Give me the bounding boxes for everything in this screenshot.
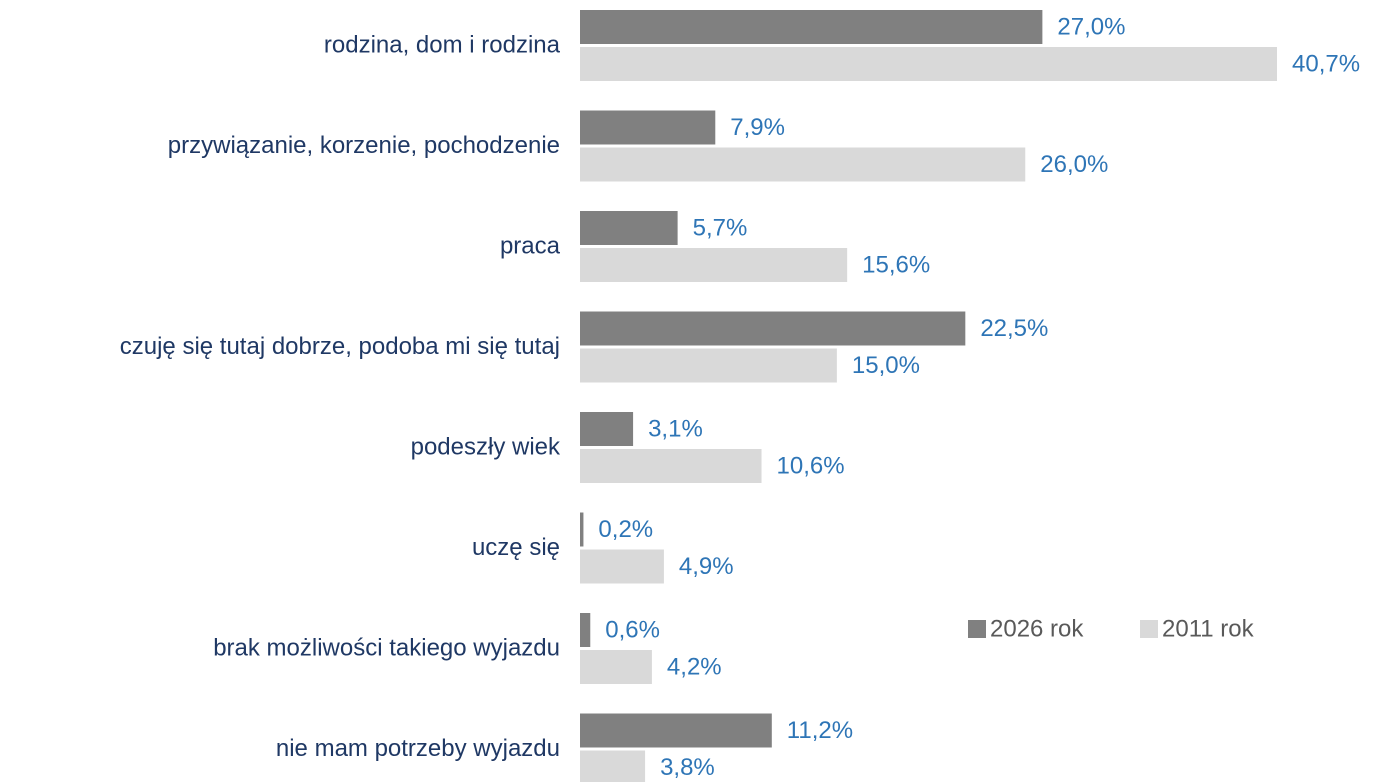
- bar: [580, 512, 584, 547]
- value-label: 0,2%: [598, 516, 653, 543]
- category-label: praca: [500, 232, 561, 259]
- value-label: 3,8%: [660, 754, 715, 781]
- legend-swatch: [1140, 620, 1158, 638]
- value-label: 7,9%: [730, 114, 785, 141]
- bar: [580, 47, 1277, 81]
- bar: [580, 348, 837, 383]
- value-label: 40,7%: [1292, 50, 1360, 77]
- bar: [580, 449, 762, 483]
- value-label: 4,2%: [667, 653, 722, 680]
- value-label: 15,0%: [852, 352, 920, 379]
- value-label: 0,6%: [605, 616, 660, 643]
- bar: [580, 211, 678, 245]
- value-label: 10,6%: [777, 452, 845, 479]
- value-label: 5,7%: [693, 214, 748, 241]
- category-label: nie mam potrzeby wyjazdu: [276, 735, 560, 762]
- bar: [580, 549, 664, 584]
- value-label: 11,2%: [787, 717, 853, 744]
- bar: [580, 311, 966, 346]
- bar: [580, 110, 716, 145]
- bar: [580, 713, 772, 748]
- bar: [580, 412, 634, 446]
- category-label: uczę się: [472, 534, 560, 561]
- bar: [580, 750, 646, 782]
- category-label: rodzina, dom i rodzina: [324, 31, 561, 58]
- bar: [580, 650, 652, 684]
- value-label: 26,0%: [1040, 151, 1108, 178]
- category-label: przywiązanie, korzenie, pochodzenie: [168, 132, 560, 159]
- value-label: 27,0%: [1057, 13, 1125, 40]
- bar: [580, 10, 1043, 44]
- legend-swatch: [968, 620, 986, 638]
- category-label: podeszły wiek: [411, 433, 561, 460]
- category-label: czuję się tutaj dobrze, podoba mi się tu…: [120, 333, 560, 360]
- category-label: brak możliwości takiego wyjazdu: [213, 634, 560, 661]
- bar: [580, 248, 848, 282]
- value-label: 4,9%: [679, 553, 734, 580]
- value-label: 3,1%: [648, 415, 703, 442]
- value-label: 15,6%: [862, 251, 930, 278]
- legend-label: 2026 rok: [990, 615, 1084, 642]
- legend-label: 2011 rok: [1162, 615, 1255, 642]
- bar: [580, 147, 1026, 182]
- bar: [580, 613, 591, 647]
- value-label: 22,5%: [980, 315, 1048, 342]
